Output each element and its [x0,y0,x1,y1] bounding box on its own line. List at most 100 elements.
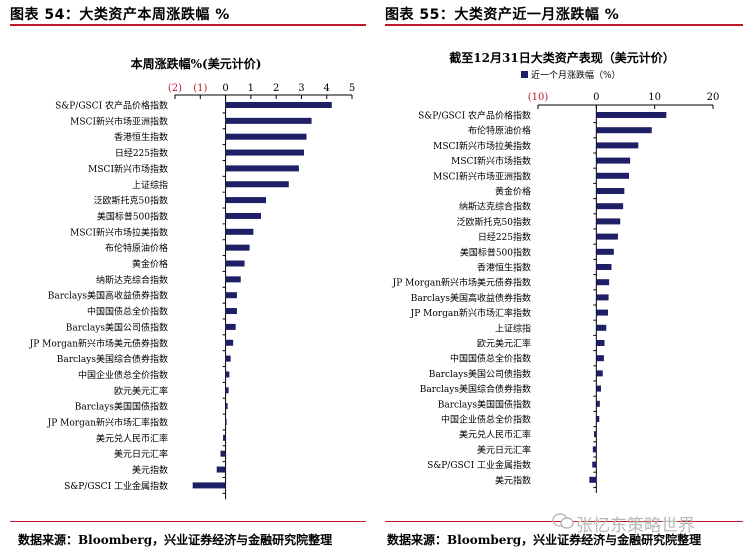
left-source-note: 数据来源：Bloomberg，兴业证券经济与金融研究院整理 [18,533,333,547]
weekly-bar [225,403,228,410]
weekly-category-label: MSCI新兴市场亚洲指数 [70,115,168,127]
monthly-bar [596,188,625,194]
weekly-bar [225,197,267,204]
weekly-category-label: 纳斯达克综合指数 [96,274,168,286]
wechat-icon [552,513,574,529]
monthly-bar [592,446,597,453]
watermark-text: 张忆东策略世界 [576,516,695,536]
weekly-bar [225,292,237,299]
weekly-bars [192,102,332,489]
weekly-bar [225,102,332,108]
monthly-bar [589,476,597,483]
monthly-category-label: 上证综指 [495,322,531,334]
monthly-bar [596,112,667,118]
monthly-x-axis: (10) 0 10 20 [528,92,719,109]
weekly-category-label: Barclays美国国债指数 [75,401,168,413]
monthly-category-label: JP Morgan新兴市场美元债券指数 [392,277,531,289]
monthly-category-label: MSCI新兴市场亚洲指数 [433,170,531,182]
weekly-bar [225,419,227,425]
monthly-bar [596,218,621,225]
right-panel-title: 图表 55：大类资产近一月涨跌幅 % [385,7,620,23]
weekly-bar [225,339,234,346]
weekly-category-label: 上证综指 [132,179,168,191]
weekly-bar [225,355,231,362]
right-title-rule [385,24,743,26]
monthly-category-label: JP Morgan新兴市场汇率指数 [410,307,531,319]
monthly-category-label: 日经225指数 [478,231,531,243]
weekly-chart-title: 本周涨跌幅%(美元计价) [131,56,262,71]
weekly-x-tick-label: 0 [222,83,228,94]
weekly-bar [225,244,250,251]
weekly-x-tick-label: (2) [168,83,182,94]
monthly-bars [589,112,667,483]
weekly-bar [225,212,261,219]
monthly-bar [596,416,600,422]
monthly-bar [592,461,597,468]
monthly-category-label: 纳斯达克综合指数 [459,201,531,213]
monthly-bar [596,248,614,255]
monthly-category-label: 中国国债总全价指数 [450,353,531,365]
left-panel-title: 图表 54：大类资产本周涨跌幅 % [10,7,230,23]
monthly-bar [596,294,609,301]
weekly-x-tick-label: 4 [324,83,330,94]
monthly-category-label: Barclays美国综合债券指数 [420,383,531,395]
weekly-category-label: Barclays美国综合债券指数 [57,353,168,365]
monthly-category-label: 中国企业债总全价指数 [441,414,531,426]
monthly-category-label: 黄金价格 [495,186,531,198]
monthly-category-label: 美元兑人民币汇率 [459,429,531,441]
monthly-x-tick-label: 0 [593,92,599,103]
weekly-category-label: 美国标普500指数 [97,210,168,222]
weekly-bar [225,228,254,235]
monthly-bar [596,385,601,392]
monthly-bar [596,324,607,331]
weekly-category-label: MSCI新兴市场指数 [88,163,168,175]
monthly-x-tick-label: 10 [648,92,661,103]
weekly-category-label: 泛欧斯托克50指数 [94,195,168,207]
monthly-category-label: 美元日元汇率 [477,444,531,456]
monthly-bar [596,127,652,134]
monthly-bar [596,340,605,346]
monthly-bar [596,400,600,407]
weekly-category-label: S&P/GSCI 工业金属指数 [64,480,168,492]
monthly-bar [596,309,608,316]
weekly-category-label: 美元兑人民币汇率 [96,432,168,444]
monthly-bar [596,279,610,286]
weekly-category-labels: S&P/GSCI 农产品价格指数 MSCI新兴市场亚洲指数香港恒生指数日经225指… [29,100,168,492]
weekly-category-label: Barclays美国高收益债券指数 [48,290,168,302]
monthly-change-bar-chart: 截至12月31日大类资产表现（美元计价） 近一个月涨跌幅（%） (10) 0 10 20 S… [392,50,719,493]
monthly-category-label: 欧元美元汇率 [477,338,531,350]
weekly-category-label: 美元日元汇率 [114,448,168,460]
monthly-bar [596,370,603,377]
weekly-x-tick-label: 2 [273,83,279,94]
weekly-category-label: 日经225指数 [115,147,168,159]
weekly-bar [225,165,299,172]
weekly-category-label: MSCI新兴市场拉美指数 [70,226,168,238]
weekly-x-tick-label: 5 [349,83,355,94]
weekly-category-label: 中国企业债总全价指数 [78,369,168,381]
monthly-category-label: 美国标普500指数 [460,246,531,258]
monthly-category-label: 美元指数 [495,474,531,486]
weekly-bar [225,323,236,330]
right-source-note: 数据来源：Bloomberg，兴业证券经济与金融研究院整理 [387,533,702,547]
weekly-category-label: JP Morgan新兴市场汇率指数 [47,417,168,429]
weekly-category-label: 美元指数 [132,464,168,476]
monthly-bar [596,172,629,179]
monthly-x-tick-label: (10) [528,92,549,103]
monthly-bar [596,264,612,270]
weekly-bar [225,117,312,124]
weekly-category-label: 香港恒生指数 [114,131,168,143]
monthly-category-label: Barclays美国国债指数 [438,398,531,410]
weekly-category-label: JP Morgan新兴市场美元债券指数 [29,337,168,349]
monthly-category-label: MSCI新兴市场拉美指数 [433,140,531,152]
weekly-bar [225,149,304,156]
weekly-bar [225,260,245,267]
weekly-bar [225,181,289,188]
weekly-bar [223,434,226,441]
weekly-x-axis: (2) (1) 0 1 2 3 4 5 [168,83,355,99]
monthly-category-label: 香港恒生指数 [477,262,531,274]
left-title-rule [10,24,366,26]
monthly-chart-title: 截至12月31日大类资产表现（美元计价） [449,50,674,65]
monthly-legend-label: 近一个月涨跌幅（%） [531,69,621,81]
weekly-category-label: 欧元美元汇率 [114,385,168,397]
monthly-category-label: Barclays美国高收益债券指数 [411,292,531,304]
